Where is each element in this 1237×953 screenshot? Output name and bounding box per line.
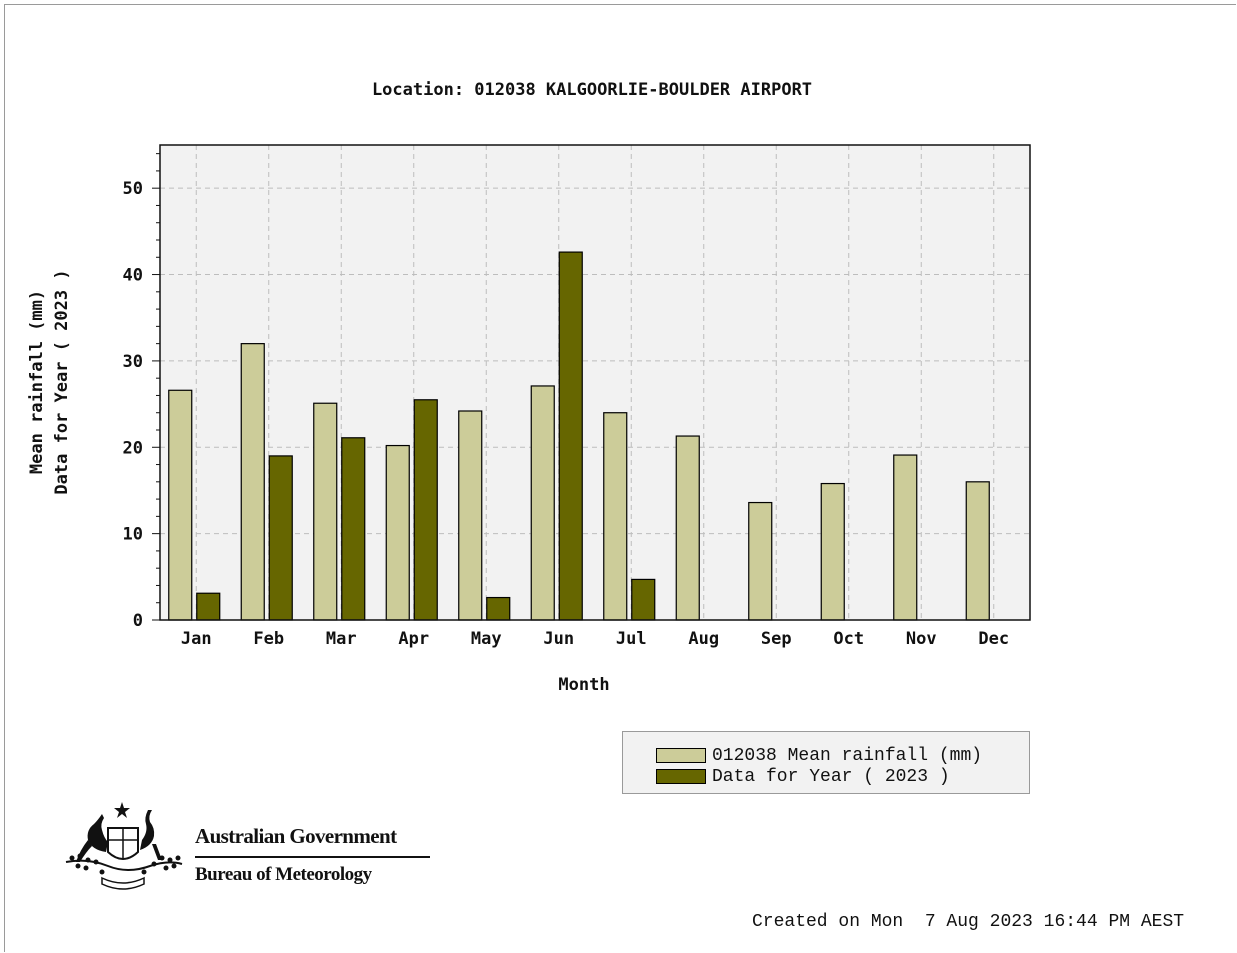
x-tick-label: Jan [181, 629, 212, 649]
bar-year [268, 455, 293, 621]
x-tick-label: Sep [761, 629, 792, 649]
y-tick-label: 20 [123, 438, 143, 458]
x-tick-label: Aug [688, 629, 719, 649]
logo-divider [195, 856, 430, 858]
plot-area [160, 145, 1030, 620]
bar-year [558, 251, 583, 621]
x-tick-label: Jul [616, 629, 647, 649]
x-tick-label: May [471, 629, 502, 649]
grid-lines [160, 145, 1030, 620]
bar-mean [675, 435, 700, 621]
y-tick-label: 0 [133, 611, 143, 631]
bar-year [486, 596, 511, 621]
created-timestamp: Created on Mon 7 Aug 2023 16:44 PM AEST [752, 912, 1185, 932]
legend-item-mean: 012038 Mean rainfall (mm) [656, 746, 982, 765]
x-tick-label: Nov [906, 629, 937, 649]
x-tick-label: Feb [253, 629, 284, 649]
y-tick-label: 40 [123, 266, 143, 286]
x-tick-label: Jun [543, 629, 574, 649]
government-name: Australian Government [195, 824, 397, 848]
bar-year [341, 437, 366, 621]
bar-mean [748, 501, 773, 621]
y-axis-label-line1: Mean rainfall (mm) [27, 290, 47, 474]
bar-mean [530, 385, 555, 621]
plot-border [159, 144, 1031, 621]
x-tick-label: Oct [833, 629, 864, 649]
legend: 012038 Mean rainfall (mm) Data for Year … [622, 731, 1030, 794]
bar-mean [168, 389, 193, 621]
legend-swatch-mean [656, 748, 706, 763]
x-axis-label: Month [558, 675, 609, 695]
y-axis-label-line2: Data for Year ( 2023 ) [52, 269, 72, 494]
chart-frame [4, 4, 1236, 952]
bar-mean [603, 412, 628, 621]
bar-mean [965, 481, 990, 621]
x-tick-label: Dec [978, 629, 1009, 649]
bars [168, 251, 990, 621]
y-tick-label: 50 [123, 179, 143, 199]
bar-year [196, 592, 221, 621]
x-tick-label: Apr [398, 629, 429, 649]
y-tick-label: 10 [123, 525, 143, 545]
bar-mean [820, 482, 845, 621]
bar-mean [313, 402, 338, 621]
bar-mean [385, 444, 410, 621]
chart-title: Location: 012038 KALGOORLIE-BOULDER AIRP… [372, 80, 812, 100]
legend-swatch-year [656, 769, 706, 784]
axes [152, 144, 1031, 621]
bar-mean [458, 410, 483, 621]
legend-item-year: Data for Year ( 2023 ) [656, 767, 950, 786]
y-tick-labels: 0 10 20 30 40 50 [123, 179, 143, 631]
coat-of-arms-icon [65, 802, 183, 890]
legend-label-mean: 012038 Mean rainfall (mm) [712, 745, 983, 766]
bar-mean [240, 343, 265, 621]
legend-label-year: Data for Year ( 2023 ) [712, 766, 950, 787]
y-tick-label: 30 [123, 352, 143, 372]
x-tick-label: Mar [326, 629, 357, 649]
bar-year [413, 399, 438, 621]
bar-mean [893, 454, 918, 621]
bar-year [631, 578, 656, 621]
x-tick-labels: Jan Feb Mar Apr May Jun Jul Aug Sep Oct Nov Dec [181, 629, 1009, 649]
bureau-name: Bureau of Meteorology [195, 864, 372, 885]
australian-government-logo: Australian Government Bureau of Meteorol… [58, 800, 438, 895]
